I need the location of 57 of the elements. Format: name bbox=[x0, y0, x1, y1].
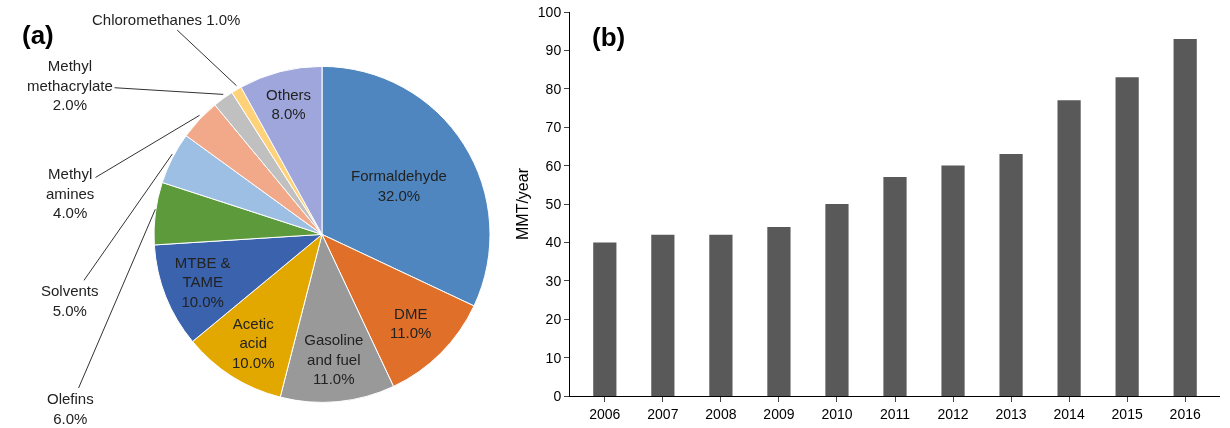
y-tick-label: 70 bbox=[545, 119, 562, 136]
bar bbox=[999, 154, 1023, 396]
data-label: 10.0% bbox=[181, 292, 224, 310]
x-tick-label: 2007 bbox=[647, 405, 679, 422]
y-tick-label: 50 bbox=[545, 195, 562, 212]
chart-title: (a) bbox=[22, 20, 54, 50]
x-tick-label: 2011 bbox=[879, 405, 911, 422]
y-tick-label: 30 bbox=[545, 272, 562, 289]
slice-label: Olefins bbox=[47, 390, 94, 407]
bar bbox=[593, 242, 617, 396]
chart-title: (b) bbox=[592, 22, 626, 52]
x-tick-label: 2010 bbox=[821, 405, 853, 422]
y-tick-label: 100 bbox=[537, 3, 562, 20]
data-label: 5.0% bbox=[52, 301, 87, 319]
x-tick-label: 2008 bbox=[705, 405, 737, 422]
data-label: 11.0% bbox=[390, 324, 432, 342]
x-tick-label: 2016 bbox=[1169, 405, 1201, 422]
slice-label: Acetic acid bbox=[232, 314, 275, 352]
bar bbox=[709, 234, 733, 396]
slice-label: Methyl methacrylate bbox=[27, 57, 113, 94]
slice-label: Others bbox=[266, 85, 312, 103]
data-label: 2.0% bbox=[52, 96, 88, 113]
slice-label: Chloromethanes 1.0% bbox=[92, 11, 241, 28]
y-tick-label: 60 bbox=[545, 157, 562, 174]
y-tick-label: 10 bbox=[545, 349, 562, 366]
slice-label: DME bbox=[394, 304, 428, 322]
slice-label: MTBE & TAME bbox=[174, 253, 231, 291]
x-tick-label: 2012 bbox=[937, 405, 969, 422]
slice-label: Gasoline and fuel bbox=[304, 331, 364, 368]
bar bbox=[941, 165, 965, 396]
data-label: 6.0% bbox=[53, 409, 88, 427]
bar bbox=[651, 234, 675, 396]
y-tick-label: 0 bbox=[553, 387, 562, 404]
x-tick-label: 2013 bbox=[995, 405, 1027, 422]
bar bbox=[1057, 100, 1081, 396]
slice-label: Solvents bbox=[41, 282, 99, 299]
data-label: 8.0% bbox=[271, 105, 306, 123]
x-tick-label: 2015 bbox=[1111, 405, 1143, 422]
data-label: 4.0% bbox=[53, 204, 88, 221]
slice-label: Formaldehyde bbox=[350, 167, 447, 185]
data-label: 32.0% bbox=[377, 186, 421, 204]
slice-label: Methyl amines bbox=[46, 165, 95, 202]
y-tick-label: 40 bbox=[545, 234, 562, 251]
bar bbox=[1173, 38, 1197, 396]
x-tick-label: 2006 bbox=[589, 405, 621, 422]
bar bbox=[825, 204, 849, 396]
y-tick-label: 80 bbox=[545, 80, 562, 97]
bar bbox=[1115, 77, 1139, 396]
y-axis-title: MMT/year bbox=[514, 167, 531, 240]
bar bbox=[767, 227, 791, 396]
y-tick-label: 90 bbox=[545, 42, 562, 59]
x-tick-label: 2014 bbox=[1053, 405, 1085, 422]
bar bbox=[883, 177, 907, 396]
data-label: 10.0% bbox=[231, 353, 275, 371]
x-tick-label: 2009 bbox=[763, 405, 795, 422]
y-tick-label: 20 bbox=[545, 311, 562, 328]
data-label: 11.0% bbox=[313, 370, 355, 388]
